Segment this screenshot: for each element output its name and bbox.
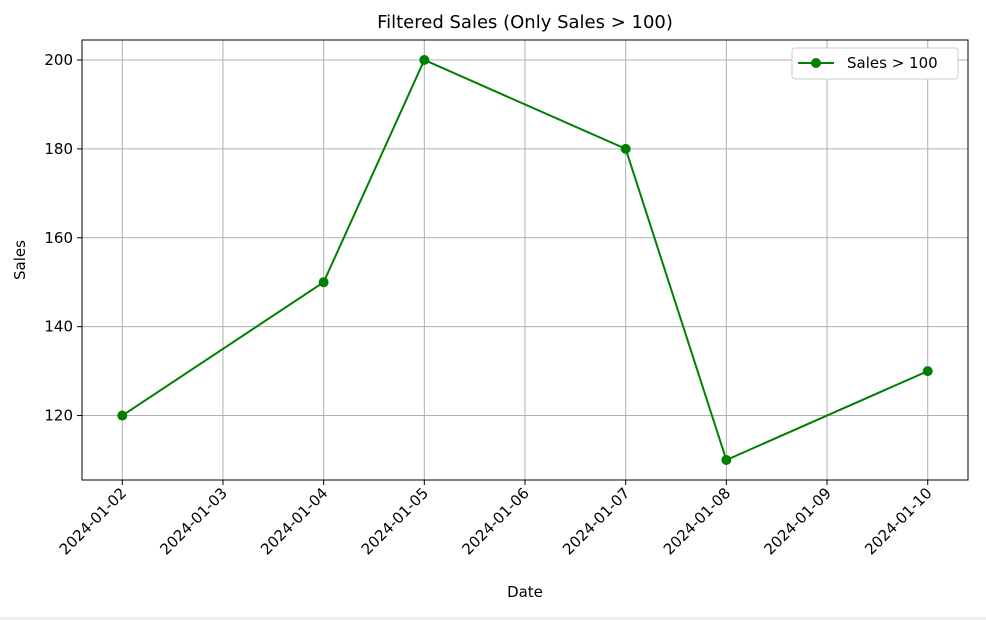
x-tick-label: 2024-01-03: [156, 484, 230, 558]
x-tick-label: 2024-01-08: [660, 484, 734, 558]
legend-label: Sales > 100: [847, 54, 938, 72]
x-tick-label: 2024-01-04: [257, 484, 331, 558]
data-point: [721, 455, 732, 465]
data-point: [419, 55, 430, 65]
plot-frame: [81, 39, 969, 481]
legend-box: [791, 47, 959, 80]
data-point: [318, 277, 329, 288]
data-point: [117, 410, 128, 421]
x-tick-label: 2024-01-05: [358, 484, 432, 558]
x-tick-label: 2024-01-02: [56, 484, 130, 558]
chart-title: Filtered Sales (Only Sales > 100): [377, 12, 673, 33]
data-point: [620, 143, 631, 154]
x-tick-label: 2024-01-10: [861, 484, 935, 558]
x-tick-label: 2024-01-09: [760, 484, 834, 558]
y-tick-label: 200: [44, 51, 73, 69]
x-tick-label: 2024-01-06: [458, 484, 532, 558]
y-tick-label: 160: [44, 229, 73, 247]
data-line: [121, 58, 929, 462]
legend-marker: [811, 58, 821, 68]
bottom-bar: [0, 617, 986, 620]
y-axis-label: Sales: [11, 240, 29, 280]
x-axis-label: Date: [507, 583, 543, 601]
data-point: [922, 366, 933, 377]
y-tick-label: 120: [44, 407, 73, 425]
x-tick-label: 2024-01-07: [559, 484, 633, 558]
y-tick-label: 140: [44, 318, 73, 336]
y-tick-label: 180: [44, 140, 73, 158]
